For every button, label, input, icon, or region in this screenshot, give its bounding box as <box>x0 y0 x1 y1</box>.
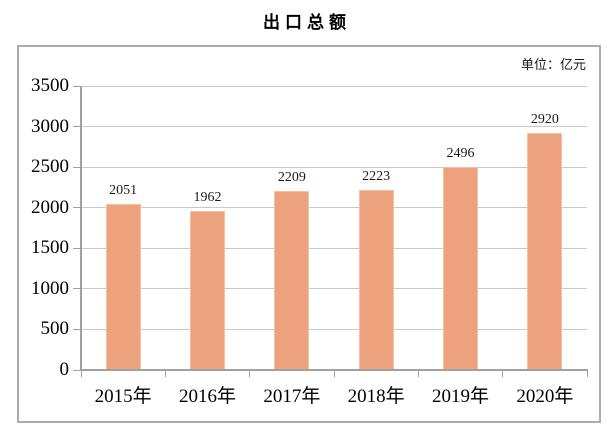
gridline <box>81 126 587 128</box>
x-axis-tick <box>502 370 504 377</box>
y-axis-tick <box>73 207 81 209</box>
x-axis-tick <box>333 370 335 377</box>
bar-2016年 <box>190 210 225 370</box>
bar-2015年 <box>105 203 141 370</box>
y-axis-tick <box>73 369 81 371</box>
plot-area: 0 500 1000 1500 2000 2500 3000 3500 2051 2015年 196… <box>31 75 588 407</box>
bar-value-label: 2496 <box>446 146 475 162</box>
y-axis-tick-label: 1500 <box>31 237 69 259</box>
y-axis-tick-label: 1000 <box>31 277 69 299</box>
bar-value-label: 2051 <box>109 182 138 198</box>
gridline <box>81 85 587 87</box>
y-axis-tick <box>73 328 81 330</box>
axis-tick-layer <box>73 85 588 377</box>
y-axis-tick <box>73 247 81 249</box>
unit-label: 单位：亿元 <box>520 57 586 72</box>
y-axis-tick-label: 500 <box>40 318 70 340</box>
chart-title: 出口总额 <box>263 13 351 33</box>
x-axis-tick <box>417 370 419 377</box>
gridline-layer <box>81 85 587 370</box>
y-axis-tick <box>73 126 81 128</box>
y-axis-tick-label: 2000 <box>31 196 69 218</box>
x-axis-category-label: 2018年 <box>347 386 405 407</box>
x-axis-category-label: 2017年 <box>263 386 321 407</box>
gridline <box>81 288 587 290</box>
x-axis-category-label: 2019年 <box>431 386 489 407</box>
x-axis-category-label: 2020年 <box>516 386 574 407</box>
x-axis-tick <box>249 370 251 377</box>
y-axis-tick-label: 3500 <box>31 75 69 96</box>
axis-label-layer: 0 500 1000 1500 2000 2500 3000 3500 2051 2015年 196… <box>31 75 587 407</box>
bar-2020年 <box>527 133 563 370</box>
x-axis-tick <box>164 370 166 377</box>
y-axis-line <box>80 86 82 371</box>
bar-value-label: 2920 <box>530 112 559 128</box>
bar-value-label: 1962 <box>193 189 222 205</box>
y-axis-tick <box>73 166 81 168</box>
gridline <box>81 207 587 209</box>
x-axis-category-label: 2016年 <box>178 386 236 407</box>
bar-2019年 <box>443 167 478 370</box>
bar-2018年 <box>358 189 394 370</box>
y-axis-tick <box>73 85 81 87</box>
x-axis-category-label: 2015年 <box>94 386 152 407</box>
bar-value-label: 2209 <box>277 169 306 185</box>
x-axis-tick <box>586 370 588 377</box>
bar-2017年 <box>274 190 310 370</box>
bar-value-label: 2223 <box>362 168 391 184</box>
x-axis-tick <box>80 370 82 377</box>
y-axis-tick <box>73 288 81 290</box>
y-axis-tick-label: 0 <box>59 359 70 380</box>
gridline <box>81 166 587 168</box>
y-axis-tick-label: 3000 <box>31 115 69 137</box>
y-axis-tick-label: 2500 <box>31 156 69 178</box>
gridline <box>81 247 587 249</box>
gridline <box>81 328 587 330</box>
chart-frame: 单位：亿元 0 500 1000 1500 2000 2500 3000 3500 2051 20… <box>17 45 601 423</box>
bar-layer <box>81 86 587 370</box>
